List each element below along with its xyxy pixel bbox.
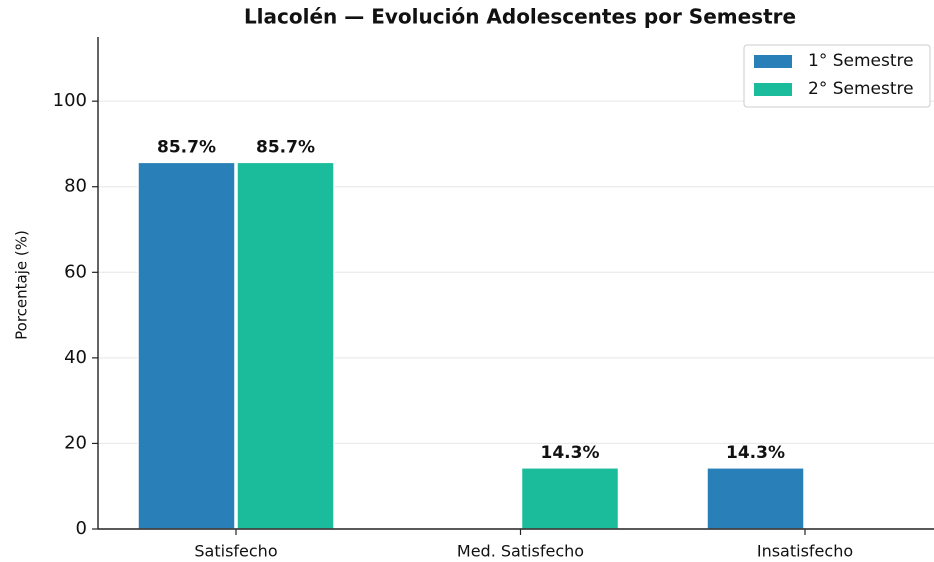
x-tick-label: Med. Satisfecho (457, 542, 584, 561)
x-tick-label: Satisfecho (194, 542, 277, 561)
bar (137, 161, 236, 530)
bar (706, 467, 805, 530)
x-tick-label: Insatisfecho (757, 542, 853, 561)
data-label: 85.7% (157, 137, 216, 157)
y-tick-label: 60 (64, 261, 87, 282)
y-tick-label: 20 (64, 432, 87, 453)
y-tick-label: 100 (53, 90, 87, 111)
legend-swatch (754, 83, 792, 96)
legend-label: 1° Semestre (808, 51, 914, 71)
legend-swatch (754, 55, 792, 68)
data-label: 14.3% (541, 443, 600, 463)
bar (520, 467, 620, 530)
y-tick-label: 80 (64, 176, 87, 197)
legend-label: 2° Semestre (808, 79, 914, 99)
y-tick-label: 40 (64, 347, 87, 368)
data-label: 85.7% (256, 137, 315, 157)
data-label: 14.3% (726, 443, 785, 463)
chart-title: Llacolén — Evolución Adolescentes por Se… (244, 5, 796, 29)
y-axis-label: Porcentaje (%) (13, 230, 31, 340)
bar (236, 161, 335, 530)
y-tick-label: 0 (76, 518, 87, 539)
